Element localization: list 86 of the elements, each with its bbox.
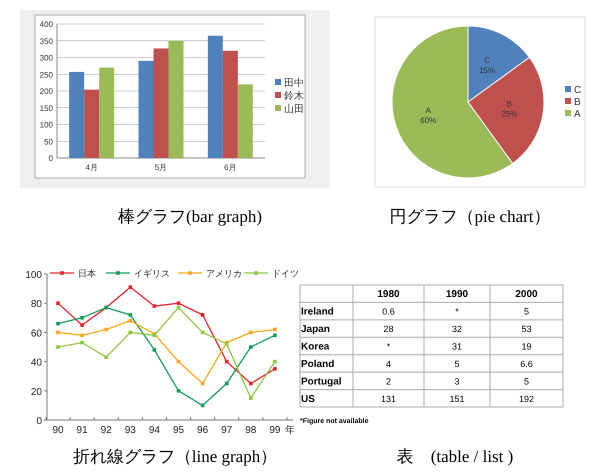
data-label: 25% [501,110,518,119]
text: 53 [521,324,532,334]
legend-item: C [565,85,582,96]
legend-item: アメリカ [178,268,242,278]
x-tick-label: 95 [172,425,184,436]
y-tick-label: 20 [30,386,42,398]
text: 5 [524,376,530,386]
text: 19 [521,341,532,352]
text: 6.6 [520,358,533,369]
legend-item: 日本 [50,268,96,278]
x-tick-label: 91 [76,425,88,436]
text: 31 [452,341,462,352]
legend-label: 田中 [284,77,304,89]
x-tick-label: 99 [269,425,281,436]
legend-label: C [574,85,582,96]
text: 棒グラフ(bar graph) [118,207,262,226]
y-tick-label: 80 [30,299,42,310]
text: 192 [518,394,534,404]
legend-item: ドイツ [244,268,299,278]
text: 表 (table / list ) [396,447,514,466]
text: 0.6 [382,306,395,317]
y-tick-label: 100 [40,120,54,130]
legend-item: 山田 [275,104,304,115]
text: 3 [454,376,460,386]
y-tick-label: 350 [40,36,54,46]
slice-label: B [506,100,512,109]
category-label: Poland [301,358,334,370]
legend-label: アメリカ [206,268,242,278]
y-tick-label: 300 [40,54,54,62]
text: 4 [386,358,392,369]
category-label: Korea [301,341,330,352]
y-tick-label: 200 [40,87,54,96]
category-label: 1990 [446,289,469,300]
x-tick-label: 93 [124,425,136,436]
legend-item: 田中 [275,78,304,89]
text: 2 [386,376,392,386]
x-tick-label: 90 [52,425,64,436]
y-tick-label: 0 [48,154,54,163]
data-label: 60% [420,116,436,125]
slice-label: A [426,106,432,115]
y-tick-label: 40 [30,358,42,369]
category-label: 1980 [377,289,400,300]
category-label: Ireland [301,306,334,318]
x-tick-label: 5月 [154,163,168,172]
y-tick-label: 250 [40,70,54,80]
legend-label: 鈴木 [284,90,304,102]
slice-label: C [484,56,490,65]
x-tick-label: 98 [245,425,257,436]
x-tick-label: 92 [100,425,112,436]
text: * [386,341,390,352]
category-label: 2000 [515,289,538,300]
y-tick-label: 150 [40,104,54,113]
legend-item: 鈴木 [275,91,304,102]
y-tick-label: 0 [36,416,42,427]
x-tick-label: 96 [197,425,209,436]
category-label: US [301,394,315,405]
x-tick-label: 4月 [85,163,98,172]
x-axis-title: 年 [284,424,295,436]
text: 円グラフ（pie chart） [390,207,550,226]
text: 折れ線グラフ（line graph） [72,447,278,466]
legend-item: A [565,109,581,120]
text: 5 [524,306,530,317]
legend-item: イギリス [106,268,170,278]
y-tick-label: 50 [44,137,54,146]
category-label: Portugal [301,376,342,388]
legend-label: A [574,109,581,120]
text: 5 [454,358,460,369]
category-label: Japan [301,324,330,336]
text: * [455,306,459,317]
y-tick-label: 400 [40,20,54,29]
legend-item: B [565,97,581,108]
text: 32 [452,324,462,334]
x-tick-label: 6月 [224,163,237,172]
x-tick-label: 94 [148,425,160,436]
legend-label: イギリス [134,268,170,278]
text: 28 [383,324,394,334]
legend-label: ドイツ [272,268,299,278]
x-tick-label: 97 [221,425,233,436]
legend-label: 山田 [284,103,304,115]
text: 131 [380,394,396,404]
y-tick-label: 60 [30,328,42,340]
y-tick-label: 100 [25,270,42,281]
legend-label: 日本 [78,268,96,278]
text: 151 [449,394,465,404]
legend-label: B [574,97,581,108]
data-label: 15% [478,66,495,75]
